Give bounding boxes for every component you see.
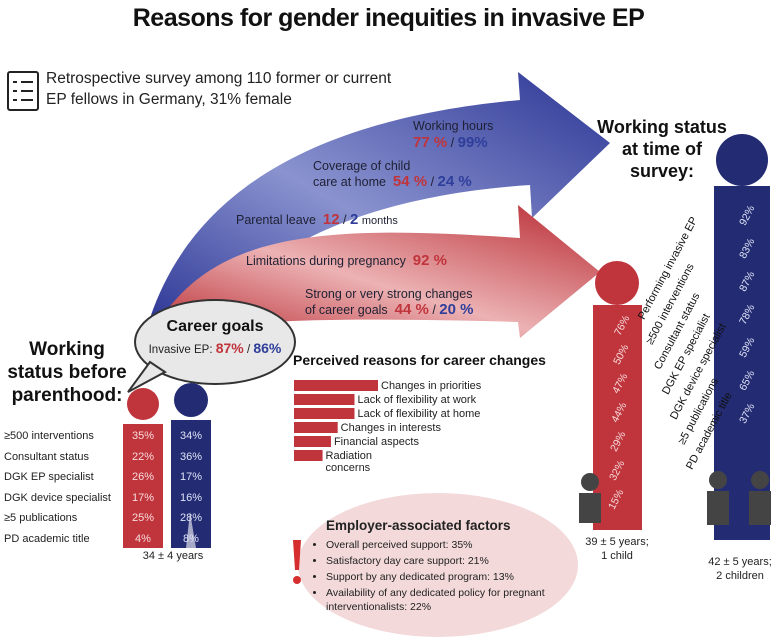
reason-bar — [294, 380, 378, 391]
female-figure-head — [127, 388, 159, 420]
before-parenthood-title: Working status before parenthood: — [7, 339, 127, 406]
reason-label: Changes in interests — [340, 422, 441, 434]
career-goals-bubble — [134, 299, 296, 385]
childcare-stat: Coverage of child care at home 54 % / 24… — [313, 159, 472, 190]
reason-label: Financial aspects — [333, 436, 419, 448]
before-female-pct: 4% — [135, 532, 151, 545]
reason-bar — [294, 422, 338, 433]
reasons-title: Perceived reasons for career changes — [293, 352, 546, 368]
before-age: 34 ± 4 years — [142, 550, 204, 562]
employer-list: Overall perceived support: 35% Satisfact… — [314, 538, 586, 616]
male-survey-head — [716, 134, 768, 186]
pregnancy-stat: Limitations during pregnancy 92 % — [246, 252, 447, 269]
reason-bar — [294, 450, 323, 461]
reason-bar — [294, 408, 355, 419]
career-change-stat: Strong or very strong changes of career … — [305, 287, 474, 318]
employer-item: Availability of any dedicated policy for… — [326, 586, 586, 614]
reason-bar — [294, 436, 331, 447]
employer-ellipse — [298, 493, 578, 637]
working-hours-stat: Working hours 77 % / 99% — [413, 119, 494, 151]
clipboard-checklist-icon — [7, 71, 39, 111]
employer-title: Employer-associated factors — [326, 518, 511, 533]
before-male-pct: 34% — [179, 430, 203, 442]
before-female-pct: 26% — [131, 471, 155, 483]
before-row-label: ≥500 interventions — [4, 430, 94, 442]
employer-item: Support by any dedicated program: 13% — [326, 570, 586, 584]
before-female-pct: 35% — [131, 430, 155, 442]
page-title: Reasons for gender inequities in invasiv… — [132, 4, 645, 32]
reason-label: Changes in priorities — [381, 380, 482, 392]
exclamation-icon — [293, 540, 301, 584]
reason-label: Lack of flexibility at work — [357, 394, 477, 406]
before-row-label: Consultant status — [4, 450, 89, 463]
before-male-pct: 28% — [179, 512, 203, 524]
employer-item: Overall perceived support: 35% — [326, 538, 586, 552]
male-figure-head — [174, 383, 208, 417]
before-row-label: DGK EP specialist — [4, 471, 94, 483]
male-figure-body — [171, 420, 211, 548]
female-survey-body — [593, 305, 642, 530]
before-male-pct: 36% — [179, 450, 203, 463]
female-figure-body — [123, 424, 163, 548]
female-survey-head — [595, 261, 639, 305]
before-female-pct: 25% — [131, 512, 155, 524]
before-row-label: ≥5 publications — [4, 512, 78, 524]
male-caption: 42 ± 5 years; 2 children — [708, 556, 772, 582]
employer-item: Satisfactory day care support: 21% — [326, 554, 586, 568]
reason-bar — [294, 394, 355, 405]
child-icon — [579, 471, 771, 525]
before-male-pct: 16% — [179, 491, 203, 504]
survey-description: Retrospective survey among 110 former or… — [46, 70, 392, 108]
female-caption: 39 ± 5 years; 1 child — [585, 536, 649, 562]
before-male-pct: 8% — [183, 532, 199, 545]
male-trend-arrow — [150, 72, 610, 330]
female-trend-arrow — [160, 205, 600, 338]
reason-label: Radiation concerns — [325, 450, 373, 474]
before-male-pct: 17% — [179, 471, 203, 483]
reason-label: Lack of flexibility at home — [357, 408, 481, 420]
male-survey-body — [714, 186, 770, 540]
before-female-pct: 22% — [131, 450, 155, 463]
before-row-label: DGK device specialist — [4, 491, 111, 504]
survey-status-title: Working status at time of survey: — [597, 117, 727, 181]
before-row-label: PD academic title — [4, 532, 90, 545]
before-female-pct: 17% — [131, 491, 155, 504]
parental-leave-stat: Parental leave 12 / 2 months — [236, 211, 398, 228]
career-goals: Career goals Invasive EP: 87% / 86% — [148, 318, 282, 356]
